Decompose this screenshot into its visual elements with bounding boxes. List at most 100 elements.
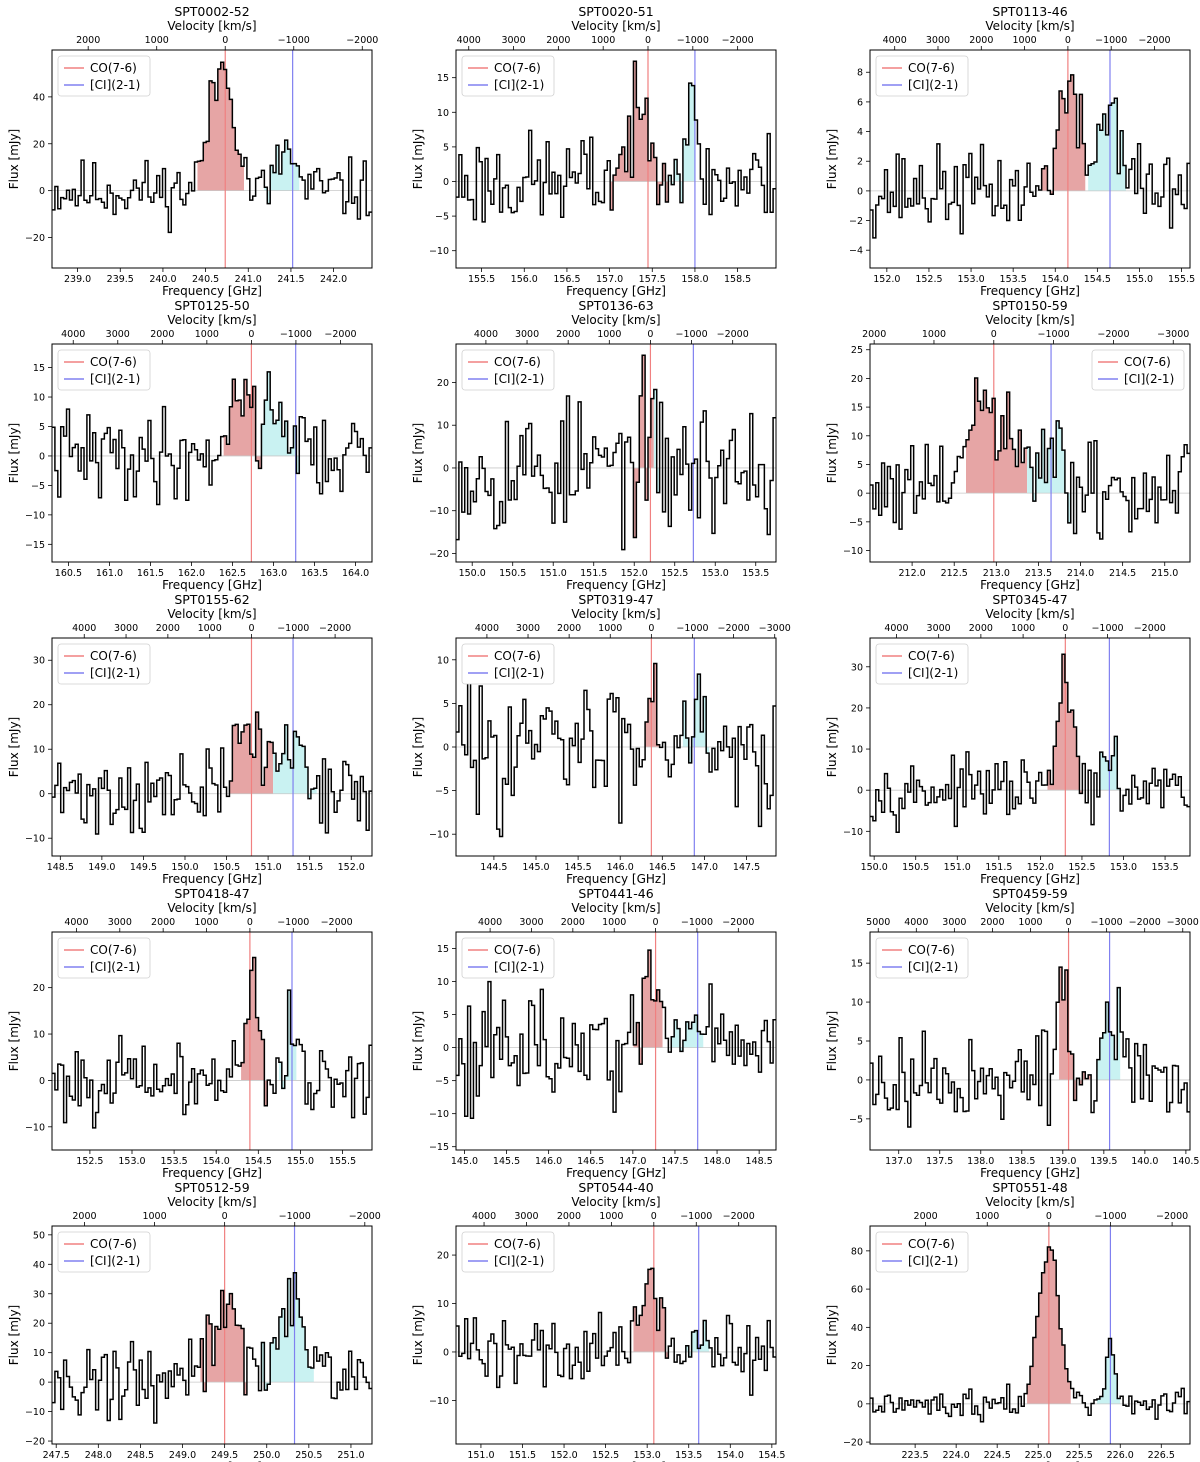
v-tick-label: 4000 <box>61 329 85 340</box>
v-tick-label: 2000 <box>980 917 1004 928</box>
v-tick-label: −2000 <box>723 1211 755 1222</box>
co-fill <box>229 712 274 794</box>
x-tick-label: 160.5 <box>55 568 82 579</box>
v-tick-label: −2000 <box>722 917 754 928</box>
velocity-axis-label: Velocity [km/s] <box>167 1195 256 1209</box>
y-tick-label: 0 <box>857 786 863 797</box>
plot-frame <box>455 1225 777 1445</box>
x-tick-label: 151.5 <box>580 568 607 579</box>
v-tick-label: −1000 <box>278 35 310 46</box>
velocity-axis-label: Velocity [km/s] <box>167 607 256 621</box>
y-tick-label: −20 <box>25 233 45 244</box>
frequency-axis-label: Frequency [GHz] <box>162 872 262 886</box>
v-tick-label: 3000 <box>108 917 132 928</box>
v-tick-label: 2000 <box>151 917 175 928</box>
x-tick-label: 153.0 <box>957 274 984 285</box>
legend-co-label: CO(7-6) <box>1124 355 1171 369</box>
spectrum-line <box>456 662 776 838</box>
x-tick-label: 153.5 <box>675 1450 702 1461</box>
frequency-axis-label: Frequency [GHz] <box>162 578 262 592</box>
legend-box <box>57 55 151 97</box>
x-tick-label: 247.5 <box>43 1450 70 1461</box>
plot-frame <box>51 49 373 269</box>
x-tick-label: 164.0 <box>342 568 369 579</box>
spectrum-panel: 223.5 224.0 224.5 225.0 225.5 226.0 226.5 −20 0 2… <box>825 1180 1191 1462</box>
x-tick-label: 148.5 <box>746 1156 773 1167</box>
velocity-axis-label: Velocity [km/s] <box>985 19 1074 33</box>
v-tick-label: −2000 <box>321 917 353 928</box>
spectrum-panel: 150.0 150.5 151.0 151.5 152.0 152.5 153.0 153.5… <box>411 298 777 592</box>
y-tick-label: 0 <box>39 789 45 800</box>
y-tick-label: −10 <box>429 830 449 841</box>
y-tick-label: 0 <box>857 186 863 197</box>
y-tick-label: 0 <box>857 489 863 500</box>
velocity-axis-label: Velocity [km/s] <box>571 19 660 33</box>
legend-ci-label: [CI](2-1) <box>90 1254 140 1268</box>
y-tick-label: 20 <box>33 983 45 994</box>
x-tick-label: 152.0 <box>550 1450 577 1461</box>
legend-ci-label: [CI](2-1) <box>90 78 140 92</box>
legend-ci-label: [CI](2-1) <box>90 960 140 974</box>
v-tick-label: 0 <box>248 329 254 340</box>
v-tick-label: 1000 <box>599 1211 623 1222</box>
spectrum-panel: 148.5 149.0 149.5 150.0 150.5 151.0 151.5 152.0… <box>7 592 373 886</box>
plot-frame <box>869 49 1191 269</box>
x-tick-label: 137.5 <box>926 1156 953 1167</box>
legend-box <box>875 1231 969 1273</box>
y-tick-label: 8 <box>857 68 863 79</box>
x-tick-label: 137.0 <box>885 1156 912 1167</box>
x-tick-label: 225.5 <box>1066 1450 1093 1461</box>
v-tick-label: 4000 <box>72 623 96 634</box>
v-tick-label: 0 <box>647 329 653 340</box>
legend-co-label: CO(7-6) <box>494 943 541 957</box>
v-tick-label: 2000 <box>969 35 993 46</box>
y-tick-label: 10 <box>33 1348 45 1359</box>
x-tick-label: 145.0 <box>451 1156 478 1167</box>
x-tick-label: 150.5 <box>499 568 526 579</box>
y-tick-label: −15 <box>429 1142 449 1153</box>
spectrum-line <box>456 949 776 1119</box>
x-tick-label: 241.5 <box>277 274 304 285</box>
x-tick-label: 152.5 <box>915 274 942 285</box>
legend-ci-label: [CI](2-1) <box>908 960 958 974</box>
x-tick-label: 214.5 <box>1109 568 1136 579</box>
frequency-axis-label: Frequency [GHz] <box>980 1460 1080 1462</box>
x-tick-label: 153.0 <box>634 1450 661 1461</box>
frequency-axis-label: Frequency [GHz] <box>566 284 666 298</box>
panel-title: SPT0512-59 <box>174 1180 249 1195</box>
v-tick-label: 3000 <box>515 329 539 340</box>
x-tick-label: 152.0 <box>621 568 648 579</box>
v-tick-label: −1000 <box>1091 623 1123 634</box>
x-tick-label: 138.0 <box>967 1156 994 1167</box>
flux-axis-label: Flux [mJy] <box>7 1305 21 1365</box>
flux-axis-label: Flux [mJy] <box>7 1011 21 1071</box>
legend-box <box>461 1231 555 1273</box>
x-tick-label: 249.5 <box>211 1450 238 1461</box>
legend-ci-label: [CI](2-1) <box>494 1254 544 1268</box>
y-tick-label: −10 <box>429 1109 449 1120</box>
x-tick-label: 149.5 <box>130 862 157 873</box>
v-tick-label: −2000 <box>324 329 356 340</box>
x-tick-label: 214.0 <box>1067 568 1094 579</box>
spectrum-line <box>52 956 372 1129</box>
ci-fill <box>273 724 317 799</box>
y-tick-label: 20 <box>33 139 45 150</box>
v-tick-label: 2000 <box>150 329 174 340</box>
spectrum-line <box>870 966 1190 1128</box>
x-tick-label: 153.0 <box>118 1156 145 1167</box>
y-tick-label: 0 <box>857 1075 863 1086</box>
x-tick-label: 163.5 <box>301 568 328 579</box>
v-tick-label: 2000 <box>76 35 100 46</box>
y-tick-label: −10 <box>843 827 863 838</box>
x-tick-label: 155.0 <box>287 1156 314 1167</box>
x-tick-label: 145.5 <box>565 862 592 873</box>
x-tick-label: 151.0 <box>467 1450 494 1461</box>
x-tick-label: 147.5 <box>733 862 760 873</box>
y-tick-label: 20 <box>33 700 45 711</box>
x-tick-label: 154.5 <box>758 1450 785 1461</box>
spectrum-panel: 150.0 150.5 151.0 151.5 152.0 152.5 153.0 153.5… <box>825 592 1191 886</box>
velocity-axis-label: Velocity [km/s] <box>985 1195 1074 1209</box>
y-tick-label: 30 <box>851 662 863 673</box>
x-tick-label: 248.5 <box>127 1450 154 1461</box>
v-tick-label: 1000 <box>1018 917 1042 928</box>
